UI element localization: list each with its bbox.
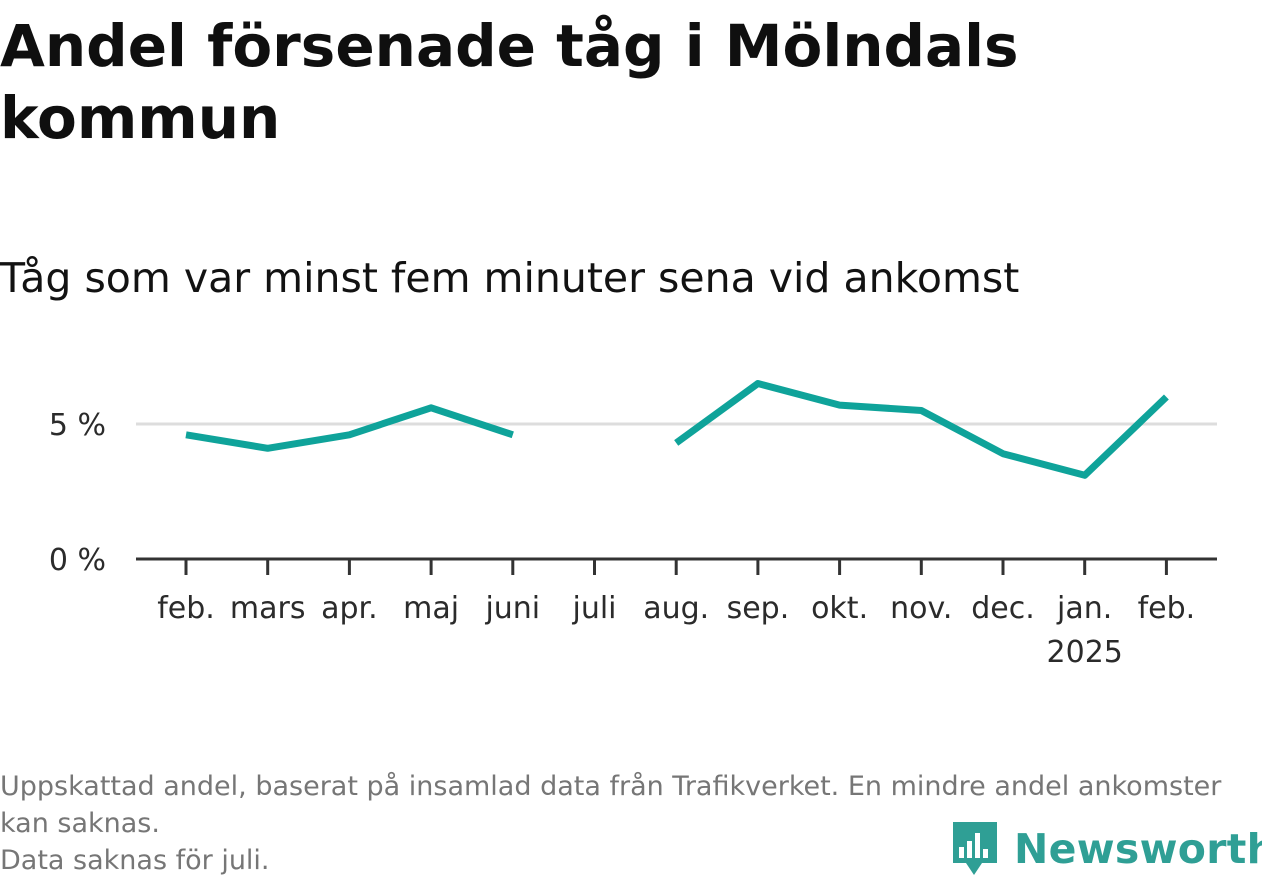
x-tick-label-0: feb. xyxy=(157,591,215,626)
series-0-line-segment-1 xyxy=(676,384,1166,476)
y-tick-label-0: 0 % xyxy=(49,543,106,578)
bar-chart-speech-bubble-icon xyxy=(950,819,1000,879)
x-tick-label-3: maj xyxy=(403,591,459,626)
x-tick-label-1: mars xyxy=(230,591,306,626)
x-tick-label-10: dec. xyxy=(971,591,1035,626)
x-tick-label-2: apr. xyxy=(321,591,378,626)
x-tick-label-9: nov. xyxy=(890,591,952,626)
x-year-label: 2025 xyxy=(1047,635,1123,670)
x-tick-label-4: juni xyxy=(484,591,540,626)
logo-text: Newsworthy xyxy=(1014,825,1262,873)
y-tick-label-5: 5 % xyxy=(49,408,106,443)
x-tick-label-7: sep. xyxy=(727,591,790,626)
newsworthy-logo: Newsworthy xyxy=(950,818,1262,880)
x-axis xyxy=(136,559,1217,575)
x-tick-label-11: jan. xyxy=(1056,591,1112,626)
series xyxy=(186,383,1167,475)
series-0-line-segment-0 xyxy=(186,408,513,449)
x-tick-label-12: feb. xyxy=(1138,591,1196,626)
y-tick-labels: 0 % 5 % xyxy=(49,408,106,578)
x-tick-label-5: juli xyxy=(571,591,616,626)
x-tick-label-8: okt. xyxy=(811,591,868,626)
x-tick-label-6: aug. xyxy=(643,591,709,626)
